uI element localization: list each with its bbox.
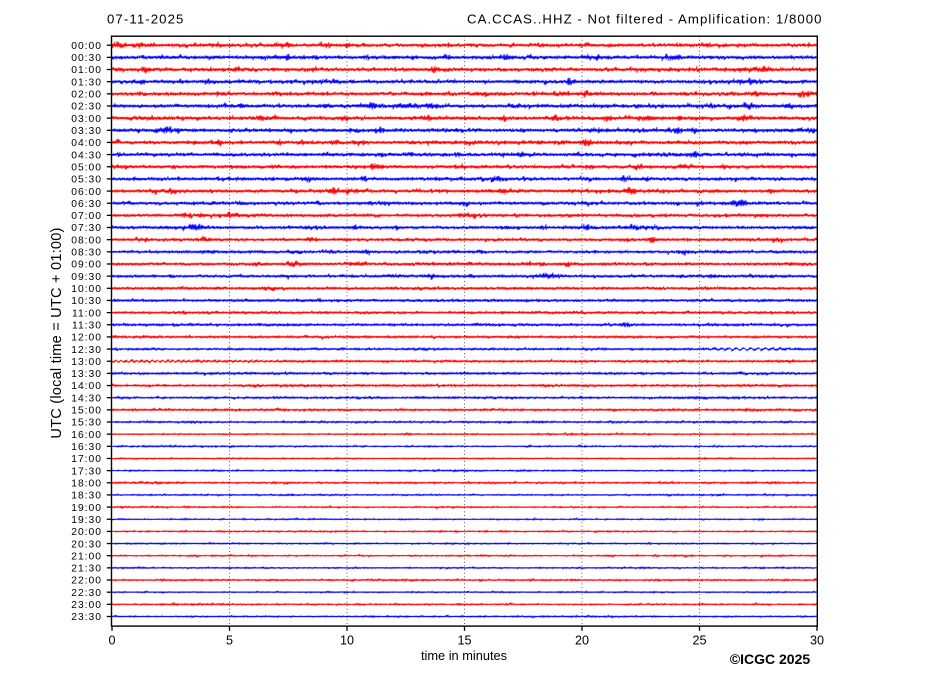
svg-text:03:00: 03:00 <box>71 114 102 125</box>
svg-text:07:00: 07:00 <box>71 211 102 222</box>
svg-text:25: 25 <box>692 634 706 648</box>
svg-text:03:30: 03:30 <box>71 126 102 137</box>
svg-text:30: 30 <box>810 634 824 648</box>
svg-text:time in minutes: time in minutes <box>421 648 507 663</box>
svg-text:23:30: 23:30 <box>71 612 102 623</box>
svg-text:15:00: 15:00 <box>71 406 102 417</box>
svg-text:14:00: 14:00 <box>71 381 102 392</box>
svg-text:15:30: 15:30 <box>71 418 102 429</box>
svg-text:18:00: 18:00 <box>71 478 102 489</box>
svg-text:10: 10 <box>340 634 354 648</box>
svg-text:12:00: 12:00 <box>71 333 102 344</box>
svg-text:16:30: 16:30 <box>71 442 102 453</box>
svg-text:07-11-2025: 07-11-2025 <box>107 12 184 27</box>
svg-text:21:30: 21:30 <box>71 564 102 575</box>
svg-text:21:00: 21:00 <box>71 551 102 562</box>
svg-text:08:00: 08:00 <box>71 235 102 246</box>
svg-text:02:30: 02:30 <box>71 102 102 113</box>
svg-text:17:00: 17:00 <box>71 454 102 465</box>
svg-text:12:30: 12:30 <box>71 345 102 356</box>
svg-text:16:00: 16:00 <box>71 430 102 441</box>
svg-text:05:00: 05:00 <box>71 162 102 173</box>
svg-text:01:30: 01:30 <box>71 77 102 88</box>
svg-text:CA.CCAS..HHZ - Not filtered -: CA.CCAS..HHZ - Not filtered - Amplificat… <box>467 12 823 27</box>
svg-text:13:00: 13:00 <box>71 357 102 368</box>
svg-text:11:30: 11:30 <box>72 320 102 331</box>
svg-text:20: 20 <box>575 634 589 648</box>
svg-text:0: 0 <box>108 634 115 648</box>
svg-text:00:00: 00:00 <box>71 41 102 52</box>
svg-text:20:30: 20:30 <box>71 539 102 550</box>
svg-text:13:30: 13:30 <box>71 369 102 380</box>
svg-text:08:30: 08:30 <box>71 248 102 259</box>
svg-text:07:30: 07:30 <box>71 223 102 234</box>
svg-text:10:00: 10:00 <box>71 284 102 295</box>
svg-text:18:30: 18:30 <box>71 491 102 502</box>
svg-text:11:00: 11:00 <box>72 308 102 319</box>
svg-text:5: 5 <box>226 634 233 648</box>
svg-text:04:30: 04:30 <box>71 150 102 161</box>
svg-text:15: 15 <box>457 634 471 648</box>
svg-text:02:00: 02:00 <box>71 90 102 101</box>
svg-text:©ICGC 2025: ©ICGC 2025 <box>730 651 811 667</box>
svg-text:22:00: 22:00 <box>71 576 102 587</box>
svg-text:06:30: 06:30 <box>71 199 102 210</box>
svg-text:00:30: 00:30 <box>71 53 102 64</box>
svg-text:19:00: 19:00 <box>71 503 102 514</box>
svg-text:01:00: 01:00 <box>71 65 102 76</box>
svg-text:20:00: 20:00 <box>71 527 102 538</box>
svg-text:05:30: 05:30 <box>71 175 102 186</box>
svg-text:06:00: 06:00 <box>71 187 102 198</box>
svg-text:09:30: 09:30 <box>71 272 102 283</box>
svg-text:10:30: 10:30 <box>71 296 102 307</box>
svg-text:19:30: 19:30 <box>71 515 102 526</box>
svg-text:04:00: 04:00 <box>71 138 102 149</box>
svg-text:17:30: 17:30 <box>71 466 102 477</box>
svg-text:14:30: 14:30 <box>71 393 102 404</box>
svg-text:UTC (local time = UTC + 01:00): UTC (local time = UTC + 01:00) <box>49 227 65 438</box>
svg-text:09:00: 09:00 <box>71 260 102 271</box>
svg-text:23:00: 23:00 <box>71 600 102 611</box>
svg-text:22:30: 22:30 <box>71 588 102 599</box>
